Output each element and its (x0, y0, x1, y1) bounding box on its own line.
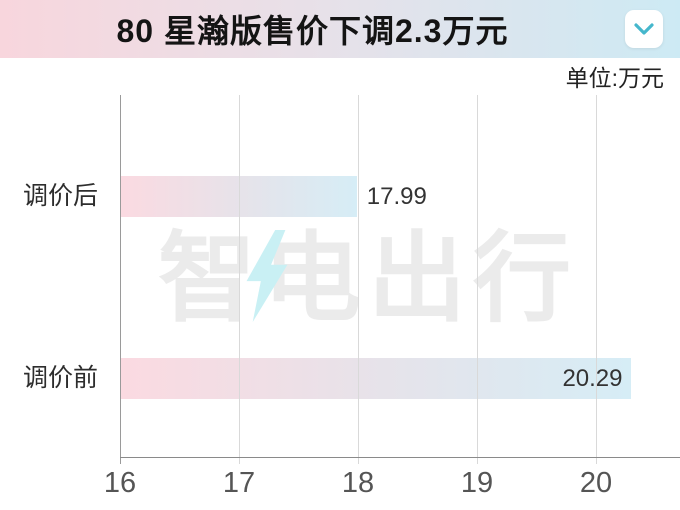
gridline (238, 95, 240, 464)
bar (120, 358, 631, 399)
watermark-text: 智电出行 (158, 223, 579, 333)
category-label: 调价后 (22, 182, 98, 210)
x-tick-label: 16 (103, 467, 137, 499)
bar-value-label: 17.99 (366, 183, 427, 210)
header-banner: 80 星瀚版售价下调2.3万元 (0, 0, 680, 58)
bar-value-label: 20.29 (562, 365, 623, 392)
unit-label: 单位:万元 (565, 65, 664, 91)
gridline (476, 95, 478, 464)
gridline (119, 95, 121, 464)
x-tick-label: 18 (341, 467, 375, 499)
chevron-down-icon (634, 23, 654, 35)
gridline (357, 95, 359, 464)
category-label: 调价前 (22, 364, 98, 392)
watermark: 智电出行 (158, 226, 588, 330)
x-tick-label: 19 (460, 467, 494, 499)
gridline (595, 95, 597, 464)
lightning-bolt-icon (246, 230, 288, 322)
collapse-button[interactable] (625, 10, 663, 48)
x-tick-label: 20 (579, 467, 613, 499)
x-axis-line (120, 457, 680, 458)
page-title: 80 星瀚版售价下调2.3万元 (116, 13, 509, 49)
x-tick-label: 17 (222, 467, 256, 499)
bar (120, 176, 357, 217)
